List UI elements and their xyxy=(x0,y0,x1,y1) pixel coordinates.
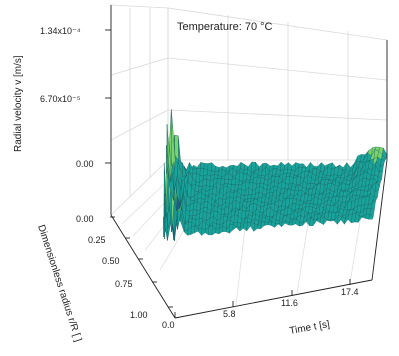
surface-cell xyxy=(382,147,388,160)
x-axis-line xyxy=(174,279,373,319)
z-tick-label: 0.00 xyxy=(76,159,94,169)
z-axis-label: Radial velocity v [m/s] xyxy=(13,55,24,152)
x-tick-label: 0.0 xyxy=(162,320,175,330)
surface-cell xyxy=(274,223,279,228)
y-tick-label: 0.75 xyxy=(115,279,133,289)
back-wall-grid xyxy=(110,4,388,216)
y-axis-label: Dimensionless radius r/R [ ] xyxy=(35,224,83,344)
grid-line xyxy=(110,57,169,76)
surface-cell xyxy=(224,178,229,184)
x-tick-label: 11.6 xyxy=(281,298,298,308)
chart-title: Temperature: 70 °C xyxy=(177,21,273,33)
surface-cell xyxy=(196,161,201,169)
surface-cell xyxy=(197,228,203,236)
surface-cell xyxy=(203,163,209,170)
surface-cell xyxy=(190,225,196,235)
surface-cell xyxy=(203,201,209,208)
grid-line xyxy=(167,57,388,81)
surface-cell xyxy=(214,170,219,176)
back-wall-left xyxy=(110,4,169,216)
surface-cell xyxy=(281,220,287,228)
surface-cell xyxy=(214,165,220,172)
grid-line xyxy=(167,109,388,121)
surface-cell xyxy=(302,163,307,168)
y-tick-label: 1.00 xyxy=(130,310,148,320)
grid-line xyxy=(110,109,169,141)
tick-marks xyxy=(105,29,351,318)
x-axis-label: Time t [s] xyxy=(289,319,331,337)
y-axis-line xyxy=(110,214,176,319)
y-tick-label: 0.50 xyxy=(102,256,120,266)
x-tick-label: 17.4 xyxy=(341,287,359,297)
right-floor-edge xyxy=(371,159,388,281)
y-tick-label: 0.00 xyxy=(76,214,94,224)
surface-cell xyxy=(246,222,252,232)
surface-cell xyxy=(211,162,216,172)
surface-mesh xyxy=(163,109,388,241)
surface-cell xyxy=(227,179,233,185)
axes xyxy=(110,5,388,319)
y-tick-label: 0.25 xyxy=(88,235,106,245)
x-tick-label: 5.8 xyxy=(223,309,236,319)
z-tick-label: 1.34x10⁻⁴ xyxy=(40,26,81,36)
surface-cell xyxy=(200,162,205,169)
surface-cell xyxy=(199,167,205,177)
z-tick-label: 6.70x10⁻⁵ xyxy=(40,94,81,104)
surface-cell xyxy=(207,162,212,171)
surface-cell xyxy=(264,221,269,226)
